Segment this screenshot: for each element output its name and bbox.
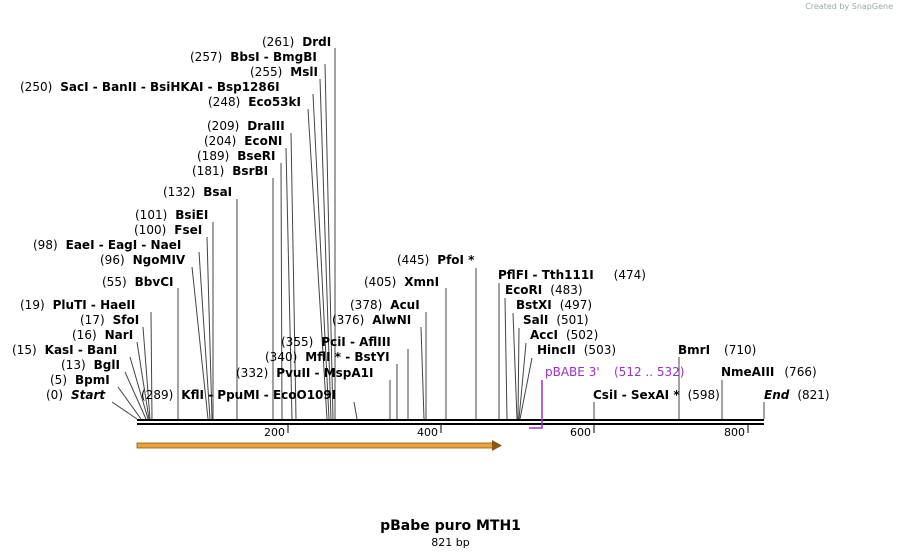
site-label[interactable]: (98) EaeI - EagI - NaeI [33,238,181,252]
site-label[interactable]: AccI (502) [530,328,598,342]
sequence-backbone [137,419,764,425]
site-label[interactable]: (445) PfoI * [397,253,475,267]
feature-range: (512 .. 532) [614,365,684,379]
site-label[interactable]: (355) PciI - AflIII [281,335,391,349]
site-label[interactable]: (209) DraIII [207,119,285,133]
site-label[interactable]: (19) PluTI - HaeII [20,298,135,312]
site-label[interactable]: (5) BpmI [50,373,110,387]
site-label[interactable]: (55) BbvCI [102,275,173,289]
map-title: pBabe puro MTH1 [380,518,521,534]
feature-name: pBABE 3' [545,365,600,379]
site-label[interactable]: BstXI (497) [516,298,592,312]
feature-pbabe3[interactable]: pBABE 3' (512 .. 532) [529,365,684,429]
tick-label: 600 [570,426,591,439]
site-label[interactable]: (289) KflI - PpuMI - EcoO109I [141,388,336,402]
site-labels: (261) DrdI (257) BbsI - BmgBI (255) MslI (2… [12,35,830,402]
site-label[interactable]: (17) SfoI [80,313,139,327]
site-label[interactable]: (250) SacI - BanII - BsiHKAI - Bsp1286I [20,80,280,94]
site-label[interactable]: SalI (501) [523,313,589,327]
site-label[interactable]: (248) Eco53kI [208,95,301,109]
site-label[interactable]: End (821) [764,388,830,402]
site-label[interactable]: (101) BsiEI [135,208,208,222]
site-label[interactable]: (257) BbsI - BmgBI [190,50,317,64]
snapgene-watermark: Created by SnapGene [805,2,893,11]
site-label[interactable]: CsiI - SexAI * (598) [593,388,720,402]
site-label[interactable]: NmeAIII (766) [721,365,817,379]
site-label[interactable]: (16) NarI [72,328,133,342]
site-label[interactable]: (96) NgoMIV [100,253,186,267]
ruler-ticks [287,425,749,433]
map-length: 821 bp [431,536,470,549]
site-label[interactable]: (189) BseRI [197,149,275,163]
site-label[interactable]: (181) BsrBI [192,164,268,178]
site-label[interactable]: (132) BsaI [163,185,232,199]
site-label[interactable]: (261) DrdI [262,35,331,49]
site-label[interactable]: (378) AcuI [350,298,420,312]
tick-label: 400 [417,426,438,439]
tick-label: 200 [264,426,285,439]
tick-label: 800 [724,426,745,439]
site-label[interactable]: BmrI (710) [678,343,756,357]
site-label[interactable]: (204) EcoNI [204,134,282,148]
site-label[interactable]: (376) AlwNI [332,313,411,327]
site-label[interactable]: (332) PvuII - MspA1I [236,366,373,380]
site-label[interactable]: (255) MslI [250,65,318,79]
orf-arrow[interactable] [136,440,502,451]
site-label[interactable]: PflFI - Tth111I (474) [498,268,646,282]
site-label[interactable]: (0) Start [46,388,106,402]
site-label[interactable]: (340) MflI * - BstYI [265,350,390,364]
site-label[interactable]: HincII (503) [537,343,616,357]
site-label[interactable]: (100) FseI [134,223,202,237]
site-label[interactable]: (405) XmnI [364,275,439,289]
site-label[interactable]: EcoRI (483) [505,283,583,297]
site-label[interactable]: (13) BglI [61,358,120,372]
leader-lines [111,48,765,420]
site-label[interactable]: (15) KasI - BanI [12,343,117,357]
